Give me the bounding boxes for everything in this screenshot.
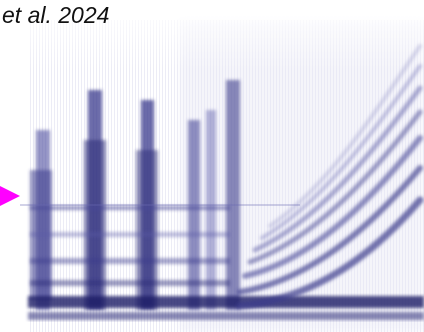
left-harmonic-bands <box>30 206 230 286</box>
triangle-pointer-icon <box>0 186 20 206</box>
pulse-columns <box>30 80 240 310</box>
citation-caption: et al. 2024 <box>2 2 110 28</box>
low-frequency-band <box>28 296 424 308</box>
harmonic-arcs <box>236 44 424 310</box>
